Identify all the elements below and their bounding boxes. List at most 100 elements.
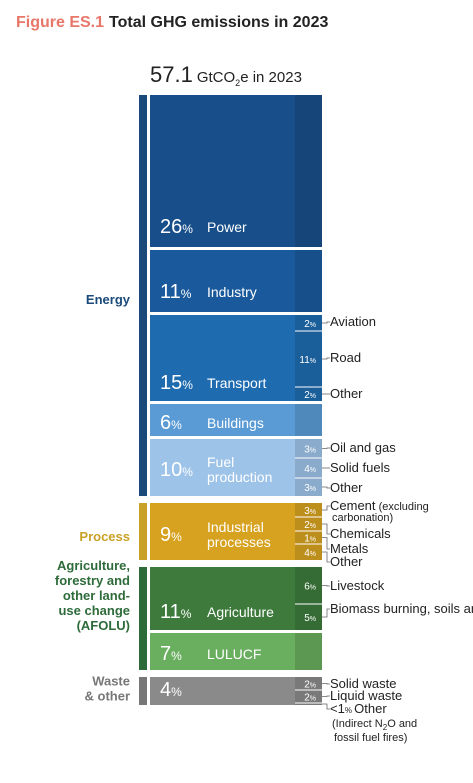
sub-connector bbox=[322, 321, 330, 324]
sub-value-percent: % bbox=[310, 486, 316, 493]
group-label-line: other land- bbox=[63, 588, 130, 603]
segment-label-buildings: Buildings bbox=[207, 415, 264, 431]
sub-value-percent: % bbox=[310, 393, 316, 400]
segment-percent-industry: 11% bbox=[160, 281, 192, 303]
sub-value-road: 11% bbox=[299, 355, 316, 366]
sub-label-text: Other bbox=[354, 701, 387, 716]
sub-connector bbox=[322, 357, 330, 360]
sub-value-percent: % bbox=[310, 467, 316, 474]
sub-value-oil-and-gas: 3% bbox=[304, 445, 316, 456]
sub-value-percent: % bbox=[310, 322, 316, 329]
percent-sign: % bbox=[171, 530, 182, 544]
segment-percent-buildings: 6% bbox=[160, 412, 182, 434]
sub-label-text: Aviation bbox=[330, 314, 376, 329]
sub-value-percent: % bbox=[310, 523, 316, 530]
segment-fuel-production bbox=[150, 439, 322, 496]
sub-label-other: Other bbox=[330, 480, 363, 495]
segment-power bbox=[150, 95, 322, 247]
figure-title: Figure ES.1 Total GHG emissions in 2023 bbox=[16, 14, 328, 32]
percent-value: 10 bbox=[160, 459, 182, 481]
sub-connector bbox=[322, 486, 330, 489]
segment-sub-column-power bbox=[295, 95, 322, 247]
segment-label-line: Industrial bbox=[207, 519, 264, 535]
group-label-energy: Energy bbox=[86, 292, 131, 307]
percent-sign: % bbox=[171, 418, 182, 432]
sub-value-number: 3 bbox=[304, 506, 310, 517]
note-part: (Indirect N bbox=[332, 718, 383, 730]
sub-value-percent: % bbox=[345, 706, 354, 715]
segment-label-transport: Transport bbox=[207, 375, 267, 391]
sub-value-number: 6 bbox=[304, 582, 310, 593]
sub-value-number: 2 bbox=[304, 680, 310, 691]
percent-value: 11 bbox=[160, 601, 181, 623]
sub-value-percent: % bbox=[310, 616, 316, 623]
sub-label-text: Other bbox=[330, 554, 363, 569]
segment-label-line: LULUCF bbox=[207, 646, 261, 662]
segment-label-line: Buildings bbox=[207, 415, 264, 431]
sub-value-percent: % bbox=[310, 509, 316, 516]
sub-value-percent: % bbox=[310, 448, 316, 455]
percent-value: 9 bbox=[160, 524, 171, 546]
sub-label-solid-waste: Solid waste bbox=[330, 676, 396, 691]
sub-value-number: 3 bbox=[304, 445, 310, 456]
percent-value: 7 bbox=[160, 643, 171, 665]
sub-value-percent: % bbox=[310, 537, 316, 544]
group-label-line: Waste bbox=[92, 674, 130, 689]
group-label-waste-other: Waste & other bbox=[85, 674, 131, 704]
sub-label-liquid-waste: Liquid waste bbox=[330, 688, 402, 703]
sub-value-number: 5 bbox=[304, 613, 310, 624]
percent-sign: % bbox=[182, 378, 193, 392]
sub-label-other: <1% Other bbox=[330, 701, 387, 716]
sub-label-text: Solid waste bbox=[330, 676, 396, 691]
sub-label-text: Oil and gas bbox=[330, 440, 396, 455]
segment-industrial-processes bbox=[150, 503, 322, 560]
segment-percent-waste-other: 4% bbox=[160, 679, 182, 701]
percent-value: 4 bbox=[160, 679, 171, 701]
sub-note: (Indirect N2O and bbox=[332, 718, 417, 732]
segment-label-fuel-production: Fuel production bbox=[207, 454, 272, 485]
sub-connector bbox=[322, 585, 330, 587]
sub-value-number: 11 bbox=[299, 355, 310, 366]
figure-heading: Total GHG emissions in 2023 bbox=[109, 14, 329, 31]
group-label-line: forestry and bbox=[55, 573, 130, 588]
sub-value-metals: 1% bbox=[304, 534, 316, 545]
sub-label-biomass-burning-soils-and-rice: Biomass burning, soils and rice bbox=[330, 601, 473, 616]
sub-note-continued: fossil fuel fires) bbox=[334, 732, 407, 744]
group-strip-afolu bbox=[139, 567, 147, 670]
segment-label-line: processes bbox=[207, 534, 271, 550]
sub-label-other: Other bbox=[330, 386, 363, 401]
segment-buildings bbox=[150, 404, 322, 436]
sub-value-percent: % bbox=[310, 683, 316, 690]
percent-value: 26 bbox=[160, 216, 182, 238]
sub-label-text: Chemicals bbox=[330, 526, 391, 541]
segment-label-line: production bbox=[207, 469, 272, 485]
group-strip-process bbox=[139, 503, 147, 560]
note-part: O and bbox=[387, 718, 417, 730]
segment-percent-lulucf: 7% bbox=[160, 643, 182, 665]
segment-lulucf bbox=[150, 633, 322, 670]
sub-value-solid-waste: 2% bbox=[304, 680, 316, 691]
sub-note: (excluding bbox=[376, 501, 429, 513]
segment-label-power: Power bbox=[207, 219, 247, 235]
sub-connector bbox=[322, 695, 330, 697]
sub-value-chemicals: 2% bbox=[304, 520, 316, 531]
percent-sign: % bbox=[181, 287, 192, 301]
total-emissions: 57.1 GtCO2e in 2023 bbox=[150, 62, 302, 88]
figure-label: Figure ES.1 bbox=[16, 14, 105, 31]
total-value: 57.1 bbox=[150, 62, 193, 87]
percent-sign: % bbox=[182, 465, 193, 479]
sub-connector bbox=[322, 703, 330, 710]
sub-value-number: 2 bbox=[304, 520, 310, 531]
segment-label-industry: Industry bbox=[207, 284, 257, 300]
segment-industry bbox=[150, 250, 322, 312]
sub-value-biomass-burning-soils-and-rice: 5% bbox=[304, 613, 316, 624]
group-label-line: (AFOLU) bbox=[77, 618, 130, 633]
segment-label-agriculture: Agriculture bbox=[207, 604, 274, 620]
sub-label-road: Road bbox=[330, 350, 361, 365]
group-strip-energy bbox=[139, 95, 147, 496]
segment-sub-column-lulucf bbox=[295, 633, 322, 670]
percent-sign: % bbox=[182, 222, 193, 236]
sub-value-other: 3% bbox=[304, 483, 316, 494]
group-strip-waste-other bbox=[139, 677, 147, 705]
segment-agriculture bbox=[150, 567, 322, 630]
